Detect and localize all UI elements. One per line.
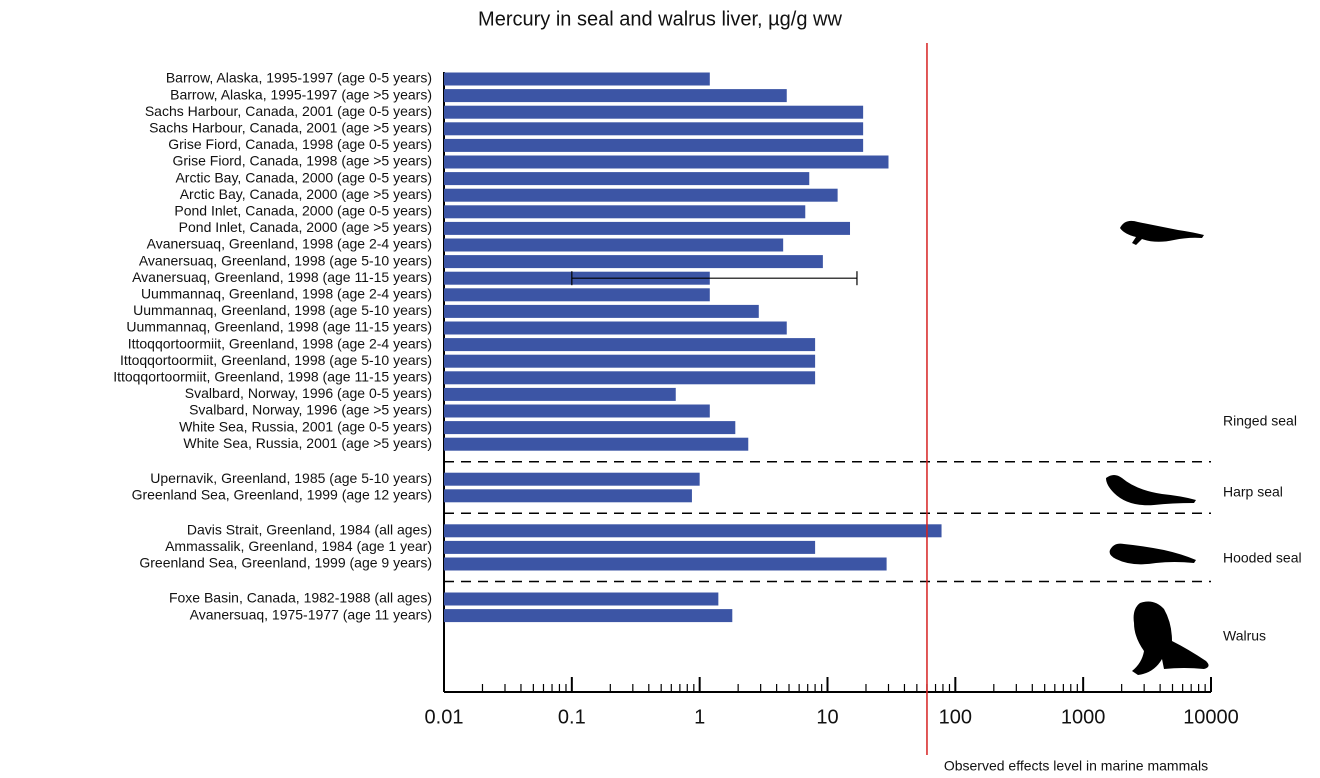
x-tick-label: 0.01 [425,706,464,728]
bar [444,122,864,136]
category-label: Sachs Harbour, Canada, 2001 (age >5 year… [149,120,432,136]
category-label: Svalbard, Norway, 1996 (age >5 years) [189,402,432,418]
icons [1106,220,1209,675]
x-tick-label: 0.1 [558,706,586,728]
bar [444,540,816,554]
group-label: Hooded seal [1223,550,1302,566]
bar [444,205,806,219]
bar [444,557,887,571]
bar [444,404,710,418]
bar [444,371,816,385]
group-label: Walrus [1223,628,1266,644]
group-label: Harp seal [1223,484,1283,500]
category-label: Avanersuaq, Greenland, 1998 (age 2-4 yea… [147,236,432,252]
category-label: Avanersuaq, Greenland, 1998 (age 5-10 ye… [139,252,432,268]
category-label: Uummannaq, Greenland, 1998 (age 2-4 year… [141,286,432,302]
ringed-seal-icon [1120,220,1204,245]
category-label: Ittoqqortoormiit, Greenland, 1998 (age 1… [113,369,432,385]
bar [444,338,816,352]
bar [444,609,733,623]
category-label: Ittoqqortoormiit, Greenland, 1998 (age 2… [128,335,432,351]
category-label: Barrow, Alaska, 1995-1997 (age 0-5 years… [166,70,432,86]
bar [444,304,759,318]
walrus-icon [1132,601,1209,675]
category-label: Foxe Basin, Canada, 1982-1988 (all ages) [169,590,432,606]
x-tick-label: 1000 [1061,706,1106,728]
chart-title: Mercury in seal and walrus liver, µg/g w… [478,8,842,30]
category-label: Greenland Sea, Greenland, 1999 (age 12 y… [132,487,432,503]
hooded-seal-icon [1109,543,1196,565]
threshold-label: Observed effects level in marine mammals [944,758,1208,774]
bar [444,321,787,335]
bar [444,72,710,86]
bar [444,472,700,486]
category-label: White Sea, Russia, 2001 (age >5 years) [183,435,432,451]
x-tick-label: 10 [816,706,838,728]
category-label: Avanersuaq, 1975-1977 (age 11 years) [190,606,432,622]
bar [444,354,816,368]
bar [444,437,749,451]
x-tick-label: 10000 [1183,706,1239,728]
category-label: Pond Inlet, Canada, 2000 (age >5 years) [179,219,432,235]
category-label: Davis Strait, Greenland, 1984 (all ages) [187,522,432,538]
bar [444,489,692,503]
category-label: Uummannaq, Greenland, 1998 (age 5-10 yea… [133,302,432,318]
category-label: Uummannaq, Greenland, 1998 (age 11-15 ye… [126,319,432,335]
bar [444,138,864,152]
category-label: Arctic Bay, Canada, 2000 (age >5 years) [180,186,432,202]
category-label: Ammassalik, Greenland, 1984 (age 1 year) [165,538,432,554]
category-label: Arctic Bay, Canada, 2000 (age 0-5 years) [175,169,432,185]
bar [444,238,784,252]
category-label: Greenland Sea, Greenland, 1999 (age 9 ye… [139,555,432,571]
bar [444,524,942,538]
x-tick-label: 100 [939,706,972,728]
category-label: Svalbard, Norway, 1996 (age 0-5 years) [185,385,432,401]
category-label: Pond Inlet, Canada, 2000 (age 0-5 years) [174,203,432,219]
bar [444,255,823,269]
bar [444,155,889,169]
category-label: Upernavik, Greenland, 1985 (age 5-10 yea… [150,470,432,486]
bar [444,387,676,401]
group-label: Ringed seal [1223,413,1297,429]
bar [444,288,710,302]
category-label: Grise Fiord, Canada, 1998 (age >5 years) [172,153,432,169]
category-label: Avanersuaq, Greenland, 1998 (age 11-15 y… [132,269,432,285]
bar [444,421,736,435]
bar [444,172,810,186]
bar [444,592,719,606]
bar [444,105,864,119]
category-label: Barrow, Alaska, 1995-1997 (age >5 years) [170,86,432,102]
category-label: Grise Fiord, Canada, 1998 (age 0-5 years… [168,136,432,152]
bar [444,89,787,103]
bar [444,188,838,202]
category-label: White Sea, Russia, 2001 (age 0-5 years) [179,418,432,434]
category-label: Sachs Harbour, Canada, 2001 (age 0-5 yea… [145,103,432,119]
bar [444,221,851,235]
x-tick-label: 1 [694,706,705,728]
category-label: Ittoqqortoormiit, Greenland, 1998 (age 5… [120,352,432,368]
harp-seal-icon [1106,475,1196,506]
